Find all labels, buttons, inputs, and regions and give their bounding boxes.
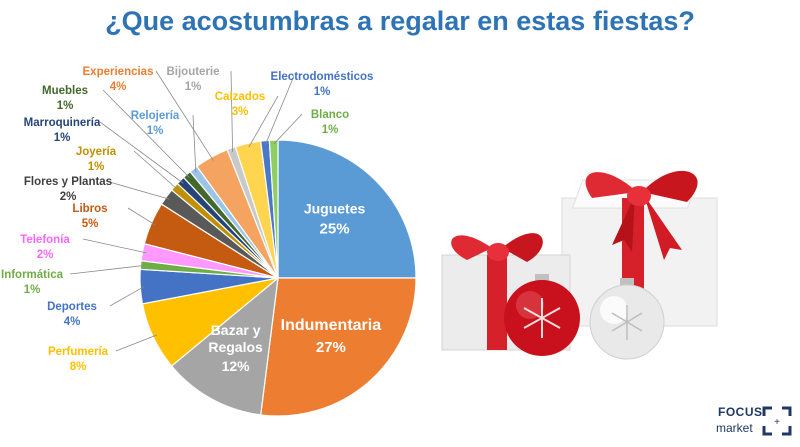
slice-label-10: Marroquinería 1% bbox=[24, 117, 101, 144]
slice-label-4: Deportes 4% bbox=[47, 301, 97, 328]
pie-slice-0 bbox=[277, 139, 417, 279]
leader-line-13 bbox=[155, 70, 214, 161]
leader-line-9 bbox=[133, 150, 178, 190]
slice-label-2: Bazar y Regalos 12% bbox=[208, 322, 263, 374]
logo-line-1: FOCUS bbox=[718, 405, 763, 419]
leader-line-17 bbox=[273, 113, 303, 145]
chart-title: ¿Que acostumbras a regalar en estas fies… bbox=[105, 6, 695, 36]
leader-line-16 bbox=[265, 75, 295, 145]
slice-label-6: Telefonía 2% bbox=[20, 234, 70, 261]
leader-line-12 bbox=[192, 114, 197, 173]
slice-label-12: Relojería 1% bbox=[131, 110, 180, 137]
gift-boxes-image bbox=[441, 170, 718, 360]
pie-slice-1 bbox=[260, 277, 417, 417]
leader-line-15 bbox=[248, 95, 279, 148]
svg-text:+: + bbox=[774, 417, 780, 428]
slice-label-7: Libros 5% bbox=[72, 203, 107, 230]
slice-label-9: Joyería 1% bbox=[76, 146, 117, 173]
pie-chart: Juguetes 25% Indumentaria 27% Bazar y Regalos… bbox=[1, 66, 417, 417]
slice-label-1: Indumentaria 27% bbox=[281, 317, 382, 356]
slice-label-13: Experiencias 4% bbox=[83, 66, 154, 93]
slice-label-5: Informática 1% bbox=[1, 269, 64, 296]
leader-line-8 bbox=[105, 180, 170, 200]
focus-market-logo: FOCUS market + bbox=[700, 402, 795, 442]
leader-line-10 bbox=[99, 121, 184, 184]
slice-labels: Juguetes 25% Indumentaria 27% Bazar y Regalos… bbox=[1, 66, 381, 374]
pie-slice-2 bbox=[170, 276, 279, 416]
leader-line-3 bbox=[115, 334, 157, 352]
logo-line-2: market bbox=[716, 421, 753, 435]
logo-bracket-icon: + bbox=[762, 406, 792, 436]
leader-line-7 bbox=[127, 207, 156, 226]
small-gift-box bbox=[441, 233, 571, 351]
red-ornament bbox=[504, 274, 580, 356]
slice-label-15: Calzados 3% bbox=[215, 91, 266, 118]
leader-line-4 bbox=[109, 286, 145, 307]
leader-line-5 bbox=[69, 264, 145, 275]
slice-label-3: Perfumería 8% bbox=[48, 346, 109, 373]
slice-label-11: Muebles 1% bbox=[42, 85, 88, 112]
slice-label-17: Blanco 1% bbox=[311, 109, 349, 136]
slice-label-0: Juguetes 25% bbox=[304, 200, 366, 237]
leader-line-11 bbox=[102, 89, 190, 178]
leader-line-14 bbox=[230, 70, 234, 152]
slice-label-14: Bijouterie 1% bbox=[166, 66, 219, 93]
pie-slices bbox=[139, 139, 417, 417]
white-ornament bbox=[589, 278, 665, 360]
slice-label-8: Flores y Plantas 2% bbox=[24, 176, 112, 203]
slice-label-16: Electrodomésticos 1% bbox=[271, 71, 374, 98]
leader-lines bbox=[69, 70, 303, 352]
leader-line-6 bbox=[82, 238, 147, 254]
